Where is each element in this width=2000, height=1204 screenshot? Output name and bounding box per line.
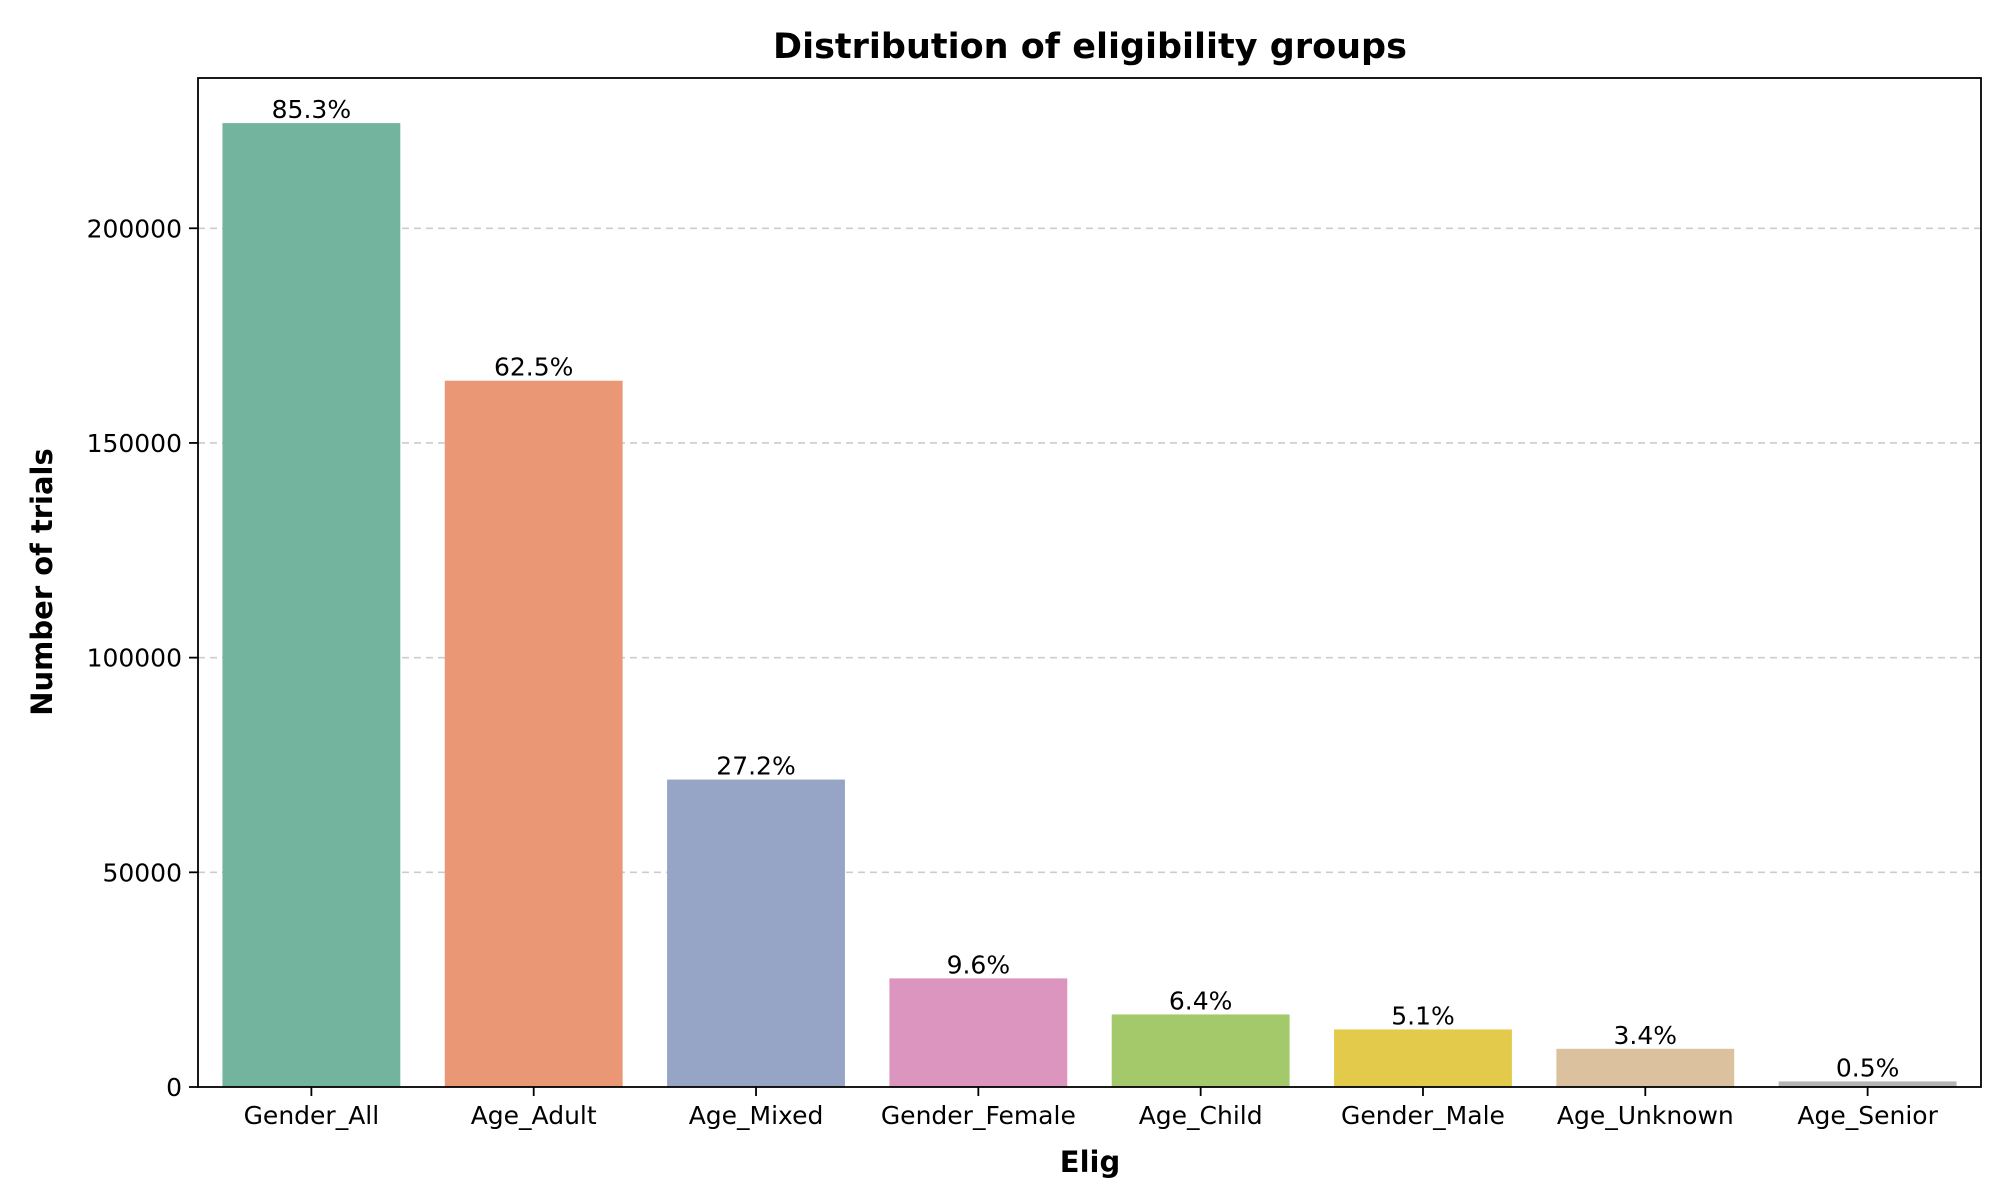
bar-gender-female [889, 978, 1068, 1087]
y-tick-label: 0 [166, 1073, 182, 1102]
y-tick-label: 150000 [87, 429, 182, 458]
x-tick-label: Gender_All [244, 1101, 380, 1130]
bar-age-child [1111, 1014, 1290, 1087]
bar-gender-male [1334, 1029, 1512, 1087]
bar-gender-all [222, 123, 401, 1087]
bar-data-label: 0.5% [1836, 1053, 1900, 1082]
grid-lines [198, 227, 1981, 874]
data-labels: 85.3% 62.5% 27.2% 9.6% 6.4% 5.1% 3.4% 0.5% [272, 95, 1900, 1082]
y-tick-label: 50000 [102, 858, 182, 887]
x-tick-label: Age_Senior [1797, 1101, 1938, 1130]
x-tick-label: Gender_Female [881, 1101, 1076, 1130]
y-tick-label: 100000 [87, 644, 182, 673]
y-tick-label: 200000 [87, 214, 182, 243]
y-axis-ticks: 0 50000 100000 150000 200000 [87, 214, 198, 1102]
x-tick-label: Gender_Male [1341, 1101, 1505, 1130]
x-tick-label: Age_Mixed [689, 1101, 824, 1130]
x-axis-ticks: Gender_All Age_Adult Age_Mixed Gender_Femal… [244, 1087, 1939, 1130]
chart-title: Distribution of eligibility groups [773, 27, 1407, 67]
x-axis-label: Elig [1060, 1145, 1120, 1179]
plot-frame [197, 77, 1982, 1088]
bar-data-label: 5.1% [1391, 1001, 1455, 1030]
bar-data-label: 62.5% [494, 353, 573, 382]
x-tick-label: Age_Child [1139, 1101, 1263, 1130]
x-tick-label: Age_Unknown [1557, 1101, 1734, 1130]
x-tick-label: Age_Adult [471, 1101, 597, 1130]
bar-data-label: 6.4% [1169, 986, 1233, 1015]
bars [222, 123, 1957, 1087]
y-axis-label: Number of trials [25, 448, 59, 715]
bar-data-label: 27.2% [716, 752, 795, 781]
bar-age-unknown [1556, 1048, 1735, 1087]
bar-age-senior [1778, 1081, 1957, 1087]
bar-data-label: 85.3% [272, 95, 351, 124]
bar-age-adult [444, 380, 623, 1087]
bar-age-mixed [667, 779, 845, 1087]
bar-data-label: 3.4% [1614, 1021, 1678, 1050]
bar-data-label: 9.6% [947, 950, 1011, 979]
